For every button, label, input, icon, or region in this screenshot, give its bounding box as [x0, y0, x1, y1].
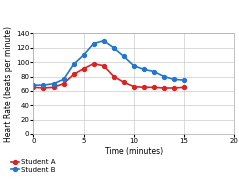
- Y-axis label: Heart Rate (beats per minute): Heart Rate (beats per minute): [4, 26, 13, 142]
- Student B: [163, 75, 165, 78]
- Student A: [132, 85, 135, 88]
- Student B: [152, 70, 155, 73]
- Student B: [72, 63, 75, 65]
- Student A: [92, 62, 95, 65]
- Student B: [62, 78, 65, 81]
- Legend: Student A, Student B: Student A, Student B: [11, 159, 56, 173]
- Student A: [163, 87, 165, 89]
- Student A: [32, 86, 35, 88]
- Student B: [92, 42, 95, 45]
- Student B: [173, 78, 175, 81]
- Student A: [152, 86, 155, 88]
- Student A: [62, 83, 65, 85]
- Student A: [112, 75, 115, 78]
- Student A: [122, 81, 125, 83]
- Line: Student A: Student A: [32, 62, 186, 90]
- Text: Pulse Rate and Exercise: Pulse Rate and Exercise: [49, 7, 190, 17]
- Student A: [82, 68, 85, 70]
- Student A: [42, 87, 45, 89]
- Student B: [32, 84, 35, 86]
- Student B: [102, 40, 105, 42]
- Student A: [52, 86, 55, 88]
- Student A: [183, 86, 185, 88]
- Student B: [52, 83, 55, 85]
- Student B: [142, 68, 145, 70]
- Student A: [173, 87, 175, 89]
- Student B: [132, 65, 135, 67]
- Student A: [142, 86, 145, 88]
- Student B: [112, 47, 115, 49]
- Student A: [102, 65, 105, 67]
- Student B: [122, 55, 125, 57]
- X-axis label: Time (minutes): Time (minutes): [105, 147, 163, 156]
- Student B: [42, 84, 45, 86]
- Student A: [72, 73, 75, 76]
- Student B: [82, 54, 85, 56]
- Student B: [183, 79, 185, 81]
- Line: Student B: Student B: [32, 39, 186, 87]
